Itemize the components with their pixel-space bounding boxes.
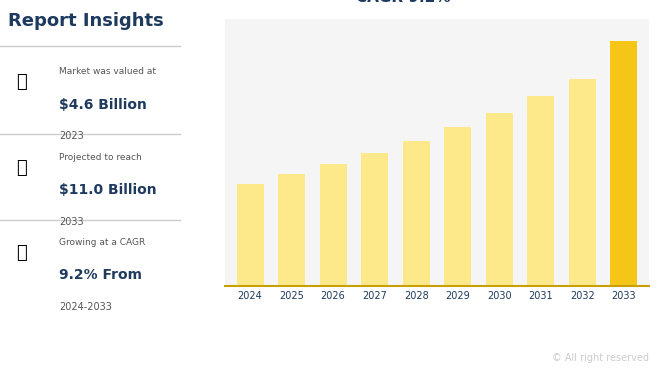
Text: 2033: 2033 [60,217,84,227]
Bar [610,41,638,286]
Text: 💎: 💎 [16,159,26,177]
Bar [569,79,596,286]
Text: 2024-2033: 2024-2033 [60,302,112,312]
Bar [527,96,554,286]
Text: $4.6 Billion: $4.6 Billion [60,97,147,112]
Bar [236,184,263,286]
Text: Projected to reach: Projected to reach [60,153,142,161]
Bar [486,113,513,286]
Text: CAGR 9.2%: CAGR 9.2% [355,0,450,5]
Text: Growing at a CAGR: Growing at a CAGR [60,238,146,247]
Text: © All right reserved: © All right reserved [551,353,649,363]
Text: Report Insights: Report Insights [9,12,164,30]
Text: Isothermal Nucleic Acid Amplification: Isothermal Nucleic Acid Amplification [13,315,247,325]
Bar [320,164,347,286]
Text: Allied Market Research: Allied Market Research [487,322,649,335]
Text: Market was valued at: Market was valued at [60,67,156,76]
Text: 9.2% From: 9.2% From [60,269,142,282]
Text: 2023: 2023 [60,131,84,141]
Bar [402,141,430,286]
Text: Market: Market [13,337,57,347]
Text: $11.0 Billion: $11.0 Billion [60,183,157,197]
Bar [361,153,388,286]
Text: 💰: 💰 [16,73,26,92]
Text: 📈: 📈 [16,244,26,262]
Bar [278,174,305,286]
Bar [444,127,471,286]
Text: Report Code: A324456: Report Code: A324456 [13,360,124,370]
